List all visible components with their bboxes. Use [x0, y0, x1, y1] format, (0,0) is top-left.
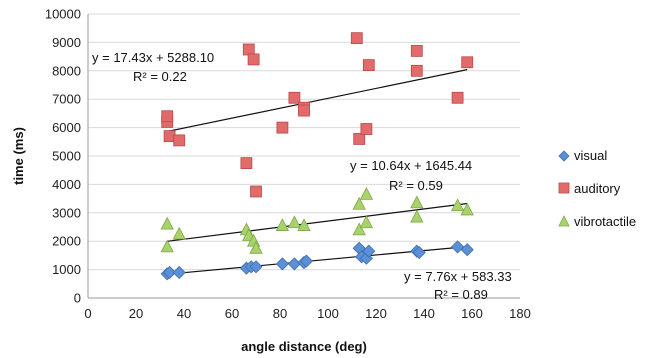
y-tick-label: 10000: [45, 7, 81, 22]
visual-point: [275, 257, 289, 271]
legend-label-auditory: auditory: [574, 181, 621, 196]
auditory-point: [461, 56, 474, 69]
auditory-point: [276, 121, 289, 134]
legend-label-visual: visual: [574, 148, 607, 163]
y-tick-label: 4000: [52, 177, 81, 192]
x-axis-title: angle distance (deg): [241, 339, 367, 354]
vibrotactile-r2: R² = 0.59: [389, 178, 443, 193]
visual-point: [287, 257, 301, 271]
visual-point: [249, 260, 263, 274]
x-tick-label: 40: [177, 306, 191, 321]
vibrotactile-point: [160, 239, 174, 253]
y-tick-label: 9000: [52, 35, 81, 50]
visual-point: [412, 245, 426, 260]
auditory-point: [360, 123, 373, 135]
x-tick-label: 80: [273, 306, 287, 321]
auditory-point: [350, 32, 363, 45]
legend-marker-vibrotactile: [558, 215, 570, 227]
vibrotactile-point: [410, 209, 424, 223]
x-tick-label: 180: [509, 306, 531, 321]
y-tick-label: 2000: [52, 234, 81, 249]
auditory-point: [362, 59, 375, 72]
legend-label-vibrotactile: vibrotactile: [574, 214, 636, 229]
vibrotactile-point: [172, 226, 186, 240]
vibrotactile-point: [410, 195, 424, 209]
vibrotactile-point: [460, 202, 474, 216]
visual-r2: R² = 0.89: [434, 287, 488, 302]
y-tick-label: 7000: [52, 92, 81, 107]
y-tick-label: 6000: [52, 120, 81, 135]
visual-point: [172, 265, 186, 280]
auditory-point: [247, 53, 260, 66]
y-axis-title: time (ms): [11, 127, 26, 185]
auditory-equation: y = 17.43x + 5288.10: [92, 50, 214, 65]
trendline-vibrotactile: [167, 202, 468, 242]
auditory-point: [410, 64, 423, 77]
vibrotactile-equation: y = 10.64x + 1645.44: [350, 158, 472, 173]
trendline-auditory: [167, 69, 468, 133]
vibrotactile-point: [287, 215, 302, 229]
legend-marker-auditory: [558, 182, 570, 194]
vibrotactile-point: [160, 216, 174, 230]
auditory-r2: R² = 0.22: [133, 69, 187, 84]
auditory-point: [353, 133, 366, 145]
x-tick-label: 100: [317, 306, 339, 321]
visual-point: [362, 244, 376, 258]
auditory-point: [173, 134, 186, 147]
vibrotactile-point: [359, 215, 374, 229]
vibrotactile-point: [450, 198, 465, 212]
y-tick-label: 8000: [52, 63, 81, 78]
vibrotactile-point: [352, 196, 366, 210]
x-tick-label: 60: [225, 306, 239, 321]
x-tick-label: 20: [129, 306, 143, 321]
legend-item-visual: visual: [558, 148, 607, 163]
vibrotactile-point: [275, 218, 290, 231]
y-tick-label: 5000: [52, 149, 81, 164]
visual-point: [299, 254, 313, 268]
auditory-point: [161, 110, 174, 123]
y-tick-label: 3000: [52, 205, 81, 220]
axes: [87, 14, 520, 299]
y-tick-labels: 0 1000 2000 3000 4000 5000 6000 7000 8000 9000 100…: [45, 7, 81, 306]
legend: visual auditory vibrotactile: [558, 148, 636, 229]
vibrotactile-point: [249, 240, 263, 254]
legend-marker-visual: [558, 150, 570, 162]
auditory-point: [451, 91, 464, 104]
visual-point: [451, 240, 465, 254]
gridlines: [88, 13, 520, 271]
auditory-point: [250, 185, 262, 198]
auditory-point: [240, 157, 253, 170]
visual-point: [460, 243, 474, 257]
visual-equation: y = 7.76x + 583.33: [404, 269, 512, 284]
x-tick-label: 160: [461, 306, 483, 321]
auditory-point: [288, 91, 301, 104]
auditory-point: [410, 45, 423, 57]
x-tick-labels: 0 20 40 60 80 100 120 140 160 180: [84, 306, 530, 321]
vibrotactile-point: [359, 186, 374, 200]
auditory-point: [298, 104, 310, 117]
y-tick-label: 0: [74, 291, 81, 306]
auditory-point: [242, 43, 255, 56]
x-tick-label: 140: [413, 306, 435, 321]
visual-point: [163, 265, 177, 280]
vibrotactile-point: [352, 222, 366, 236]
y-tick-label: 1000: [52, 262, 81, 277]
data-points: [160, 32, 474, 281]
x-tick-label: 0: [84, 306, 91, 321]
legend-item-auditory: auditory: [558, 181, 621, 196]
vibrotactile-point: [297, 218, 311, 231]
x-tick-label: 120: [365, 306, 387, 321]
legend-item-vibrotactile: vibrotactile: [558, 214, 636, 229]
